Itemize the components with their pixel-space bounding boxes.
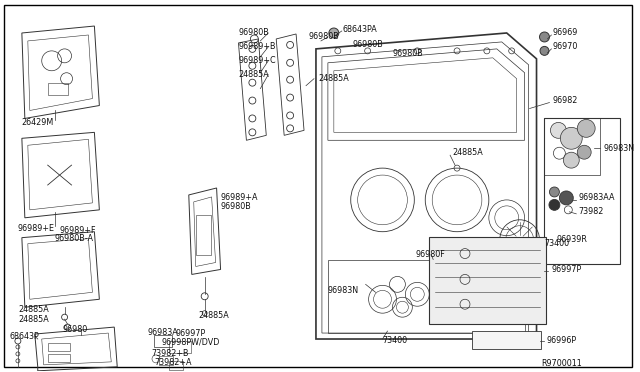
Text: 96989+E: 96989+E bbox=[18, 224, 55, 233]
Text: 73982: 73982 bbox=[579, 207, 604, 217]
Text: 96970: 96970 bbox=[552, 42, 578, 51]
Circle shape bbox=[550, 122, 566, 138]
Text: 96980: 96980 bbox=[63, 325, 88, 334]
Polygon shape bbox=[472, 331, 541, 349]
Circle shape bbox=[329, 28, 339, 38]
Text: 24885A: 24885A bbox=[239, 70, 269, 79]
Circle shape bbox=[540, 32, 550, 42]
Bar bbox=[169, 341, 191, 353]
Bar bbox=[48, 83, 68, 94]
Circle shape bbox=[549, 199, 560, 210]
Text: 96982: 96982 bbox=[552, 96, 578, 105]
Text: 73982+B: 73982+B bbox=[151, 349, 189, 358]
Bar bbox=[154, 335, 172, 347]
Text: R9700011: R9700011 bbox=[541, 359, 582, 368]
Text: 96980B: 96980B bbox=[353, 41, 383, 49]
Polygon shape bbox=[429, 237, 547, 324]
Text: 96980B: 96980B bbox=[239, 29, 269, 38]
Text: 96980B-A: 96980B-A bbox=[54, 234, 93, 243]
Bar bbox=[159, 356, 173, 365]
Text: 96998PW/DVD: 96998PW/DVD bbox=[162, 337, 220, 346]
Text: 96989+B: 96989+B bbox=[239, 42, 276, 51]
Text: 96983AA: 96983AA bbox=[579, 193, 615, 202]
Text: 26429M: 26429M bbox=[22, 118, 54, 127]
Bar bbox=[196, 215, 211, 254]
Text: 96983N: 96983N bbox=[603, 144, 634, 153]
Text: 24885A: 24885A bbox=[198, 311, 230, 320]
Text: 24885A: 24885A bbox=[318, 74, 349, 83]
Text: 68643P: 68643P bbox=[10, 331, 40, 340]
Text: 96989+A: 96989+A bbox=[221, 193, 258, 202]
Text: 24885A: 24885A bbox=[18, 305, 49, 314]
Bar bbox=[169, 361, 183, 370]
Circle shape bbox=[540, 46, 549, 55]
Circle shape bbox=[577, 119, 595, 137]
Text: 24885A: 24885A bbox=[18, 315, 49, 324]
Text: 96980B: 96980B bbox=[308, 32, 339, 41]
Text: 96997P: 96997P bbox=[176, 328, 206, 337]
Text: 73982+A: 73982+A bbox=[154, 358, 191, 368]
Text: 96939R: 96939R bbox=[556, 235, 588, 244]
Text: 96980B: 96980B bbox=[221, 202, 252, 211]
Circle shape bbox=[550, 187, 559, 197]
Text: 96989+C: 96989+C bbox=[239, 56, 276, 65]
Text: 96969: 96969 bbox=[552, 29, 578, 38]
Circle shape bbox=[577, 145, 591, 159]
Circle shape bbox=[563, 152, 579, 168]
Text: 96996P: 96996P bbox=[547, 337, 577, 346]
Text: 96980F: 96980F bbox=[415, 250, 445, 259]
Text: 73400: 73400 bbox=[383, 337, 408, 346]
Bar bbox=[48, 343, 70, 351]
Text: 73400: 73400 bbox=[545, 239, 570, 248]
Circle shape bbox=[561, 127, 582, 149]
Text: 68643PA: 68643PA bbox=[343, 25, 378, 33]
Circle shape bbox=[559, 191, 573, 205]
Text: 96983N: 96983N bbox=[328, 286, 359, 295]
Text: 96997P: 96997P bbox=[552, 265, 582, 274]
Bar bbox=[48, 354, 70, 362]
Text: 96989+F: 96989+F bbox=[60, 226, 96, 235]
Text: 96983A: 96983A bbox=[147, 328, 178, 337]
Text: 96980B: 96980B bbox=[392, 49, 423, 58]
Text: 24885A: 24885A bbox=[452, 148, 483, 157]
